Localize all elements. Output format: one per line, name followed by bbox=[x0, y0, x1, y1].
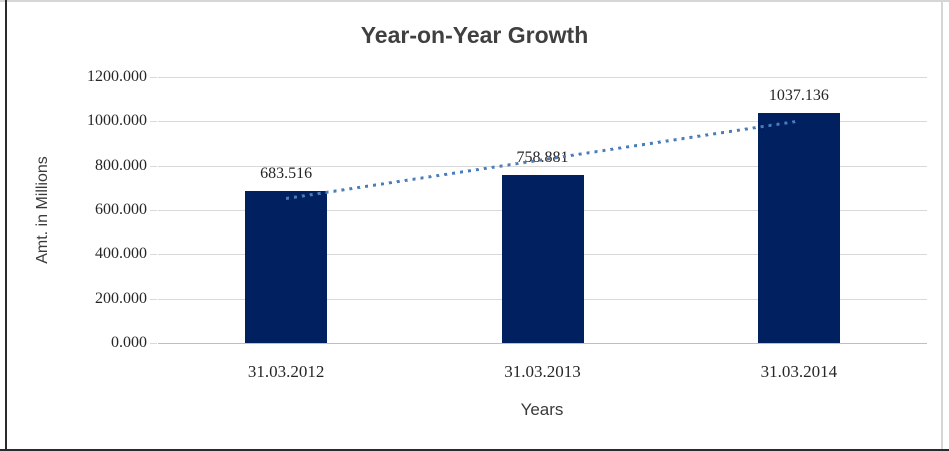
gridline bbox=[158, 77, 927, 78]
y-tick-mark bbox=[150, 210, 157, 211]
y-tick-mark bbox=[150, 343, 157, 344]
gridline bbox=[158, 121, 927, 123]
gridline bbox=[158, 165, 927, 167]
y-tick-label: 400.000 bbox=[95, 245, 147, 263]
y-tick-label: 200.000 bbox=[95, 289, 147, 307]
y-tick-label: 1200.000 bbox=[87, 68, 147, 85]
bar-data-label: 683.516 bbox=[260, 165, 313, 183]
y-tick-mark bbox=[150, 298, 157, 300]
x-tick-label: 31.03.2014 bbox=[760, 362, 838, 381]
x-axis-line bbox=[158, 343, 927, 344]
y-tick-label: 1000.000 bbox=[87, 112, 147, 130]
frame-border-top bbox=[0, 0, 949, 2]
y-tick-mark bbox=[150, 77, 157, 78]
document-border-bottom bbox=[0, 449, 949, 451]
frame-border-right bbox=[941, 0, 943, 449]
x-tick-label: 31.03.2012 bbox=[247, 362, 325, 381]
x-axis-title: Years bbox=[520, 400, 564, 419]
chart-title: Year-on-Year Growth bbox=[360, 22, 589, 48]
bar-31.03.2012 bbox=[245, 191, 328, 343]
x-tick-label: 31.03.2013 bbox=[504, 362, 581, 381]
bar-31.03.2013 bbox=[501, 174, 584, 343]
y-tick-label: 600.000 bbox=[95, 201, 147, 218]
y-tick-mark bbox=[150, 165, 157, 167]
bar-data-label: 1037.136 bbox=[768, 87, 829, 105]
document-border-left bbox=[5, 0, 7, 451]
y-tick-label: 0.000 bbox=[111, 334, 147, 351]
y-tick-mark bbox=[150, 121, 157, 123]
y-tick-mark bbox=[150, 254, 157, 256]
bar-31.03.2014 bbox=[757, 113, 840, 343]
y-tick-label: 800.000 bbox=[95, 156, 147, 174]
